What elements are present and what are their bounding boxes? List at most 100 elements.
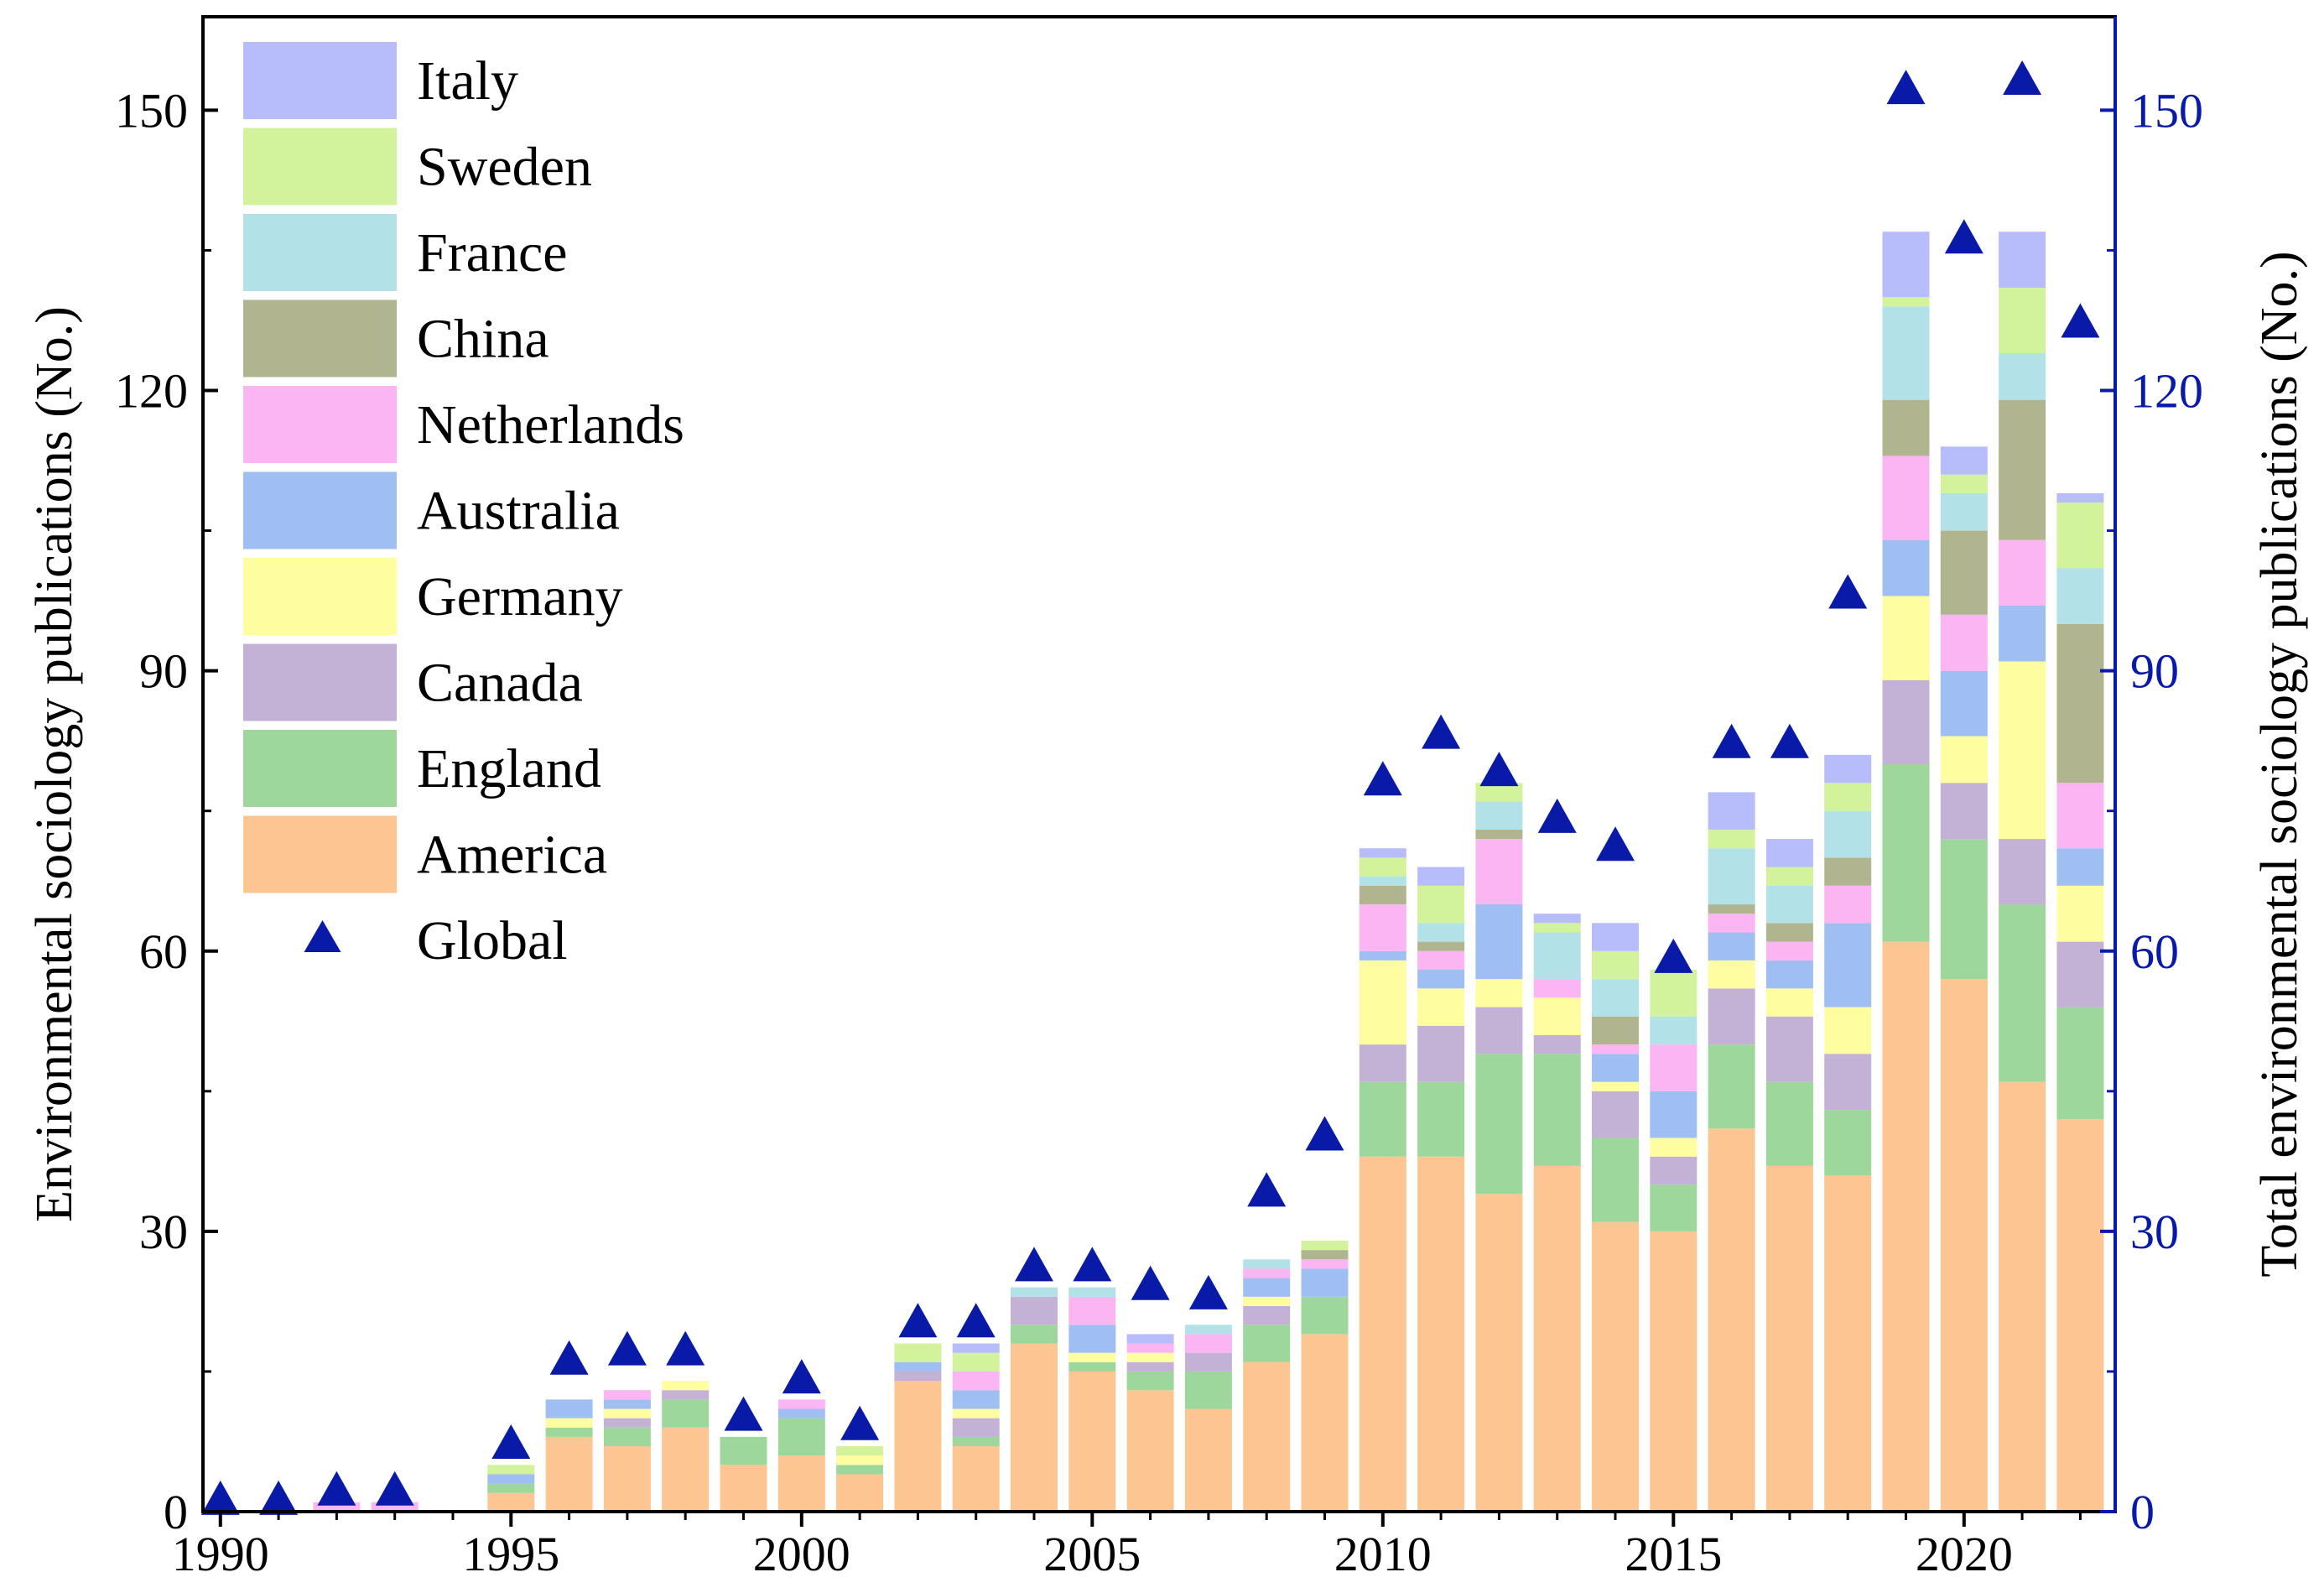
bar-italy-2021 <box>1999 232 2046 288</box>
global-marker-2008 <box>1247 1172 1287 1207</box>
bar-sweden-2011 <box>1417 885 1465 924</box>
global-marker-2021 <box>2003 60 2042 95</box>
bar-netherlands-2007 <box>1184 1334 1232 1353</box>
bar-england-2009 <box>1301 1296 1349 1335</box>
legend-swatch-netherlands <box>243 386 397 463</box>
bar-england-2004 <box>1011 1325 1058 1344</box>
global-marker-2000 <box>782 1359 821 1394</box>
bar-sweden-1995 <box>487 1465 535 1475</box>
bar-italy-2020 <box>1940 446 1988 475</box>
bar-italy-2006 <box>1126 1334 1174 1344</box>
bar-netherlands-2010 <box>1359 904 1406 951</box>
bar-america-2019 <box>1882 941 1930 1512</box>
bar-australia-1995 <box>487 1474 535 1484</box>
bar-england-2008 <box>1243 1325 1291 1362</box>
legend-label-china: China <box>417 309 549 370</box>
bar-canada-2008 <box>1243 1305 1291 1325</box>
bar-netherlands-1997 <box>603 1390 651 1400</box>
legend-label-america: America <box>417 825 607 886</box>
bar-netherlands-2015 <box>1650 1044 1698 1091</box>
bar-france-2013 <box>1533 932 1581 980</box>
bar-italy-2022 <box>2056 493 2104 503</box>
legend-swatch-global <box>304 920 341 952</box>
bar-germany-2011 <box>1417 988 1465 1026</box>
bar-italy-2014 <box>1592 923 1640 951</box>
bar-france-2012 <box>1475 801 1523 830</box>
bar-germany-2021 <box>1999 661 2046 840</box>
bar-italy-2016 <box>1708 792 1755 830</box>
legend-swatch-canada <box>243 643 397 721</box>
bar-america-2015 <box>1650 1231 1698 1512</box>
bar-china-2011 <box>1417 941 1465 951</box>
bar-germany-1998 <box>662 1381 710 1391</box>
bar-australia-2011 <box>1417 970 1465 989</box>
global-marker-2015 <box>1654 938 1693 973</box>
bar-america-1996 <box>545 1436 593 1512</box>
bar-america-2013 <box>1533 1165 1581 1512</box>
bar-america-2018 <box>1824 1175 1872 1512</box>
bar-australia-2010 <box>1359 950 1406 960</box>
bar-netherlands-1993 <box>371 1502 419 1512</box>
bar-canada-2021 <box>1999 839 2046 905</box>
bar-netherlands-2006 <box>1126 1343 1174 1353</box>
bar-italy-2013 <box>1533 914 1581 924</box>
bar-australia-2018 <box>1824 923 1872 1007</box>
bar-canada-1997 <box>603 1418 651 1428</box>
bar-canada-2017 <box>1765 1016 1813 1082</box>
bar-sweden-2009 <box>1301 1241 1349 1251</box>
bar-italy-2018 <box>1824 754 1872 783</box>
bar-canada-2015 <box>1650 1156 1698 1185</box>
bar-sweden-2003 <box>952 1352 1000 1372</box>
x-tick-label-2005: 2005 <box>1043 1527 1141 1581</box>
bar-america-1998 <box>662 1427 710 1512</box>
bar-germany-2006 <box>1126 1352 1174 1362</box>
global-marker-1997 <box>607 1330 647 1366</box>
global-marker-2007 <box>1188 1274 1228 1309</box>
bar-germany-2020 <box>1940 736 1988 783</box>
bar-france-2014 <box>1592 979 1640 1017</box>
bar-china-2020 <box>1940 530 1988 615</box>
bar-france-2007 <box>1184 1325 1232 1335</box>
bar-netherlands-2003 <box>952 1371 1000 1391</box>
bar-england-2001 <box>836 1465 884 1475</box>
bar-england-2022 <box>2056 1007 2104 1120</box>
bar-sweden-2001 <box>836 1446 884 1456</box>
bar-netherlands-2019 <box>1882 456 1930 540</box>
left-tick-label-120: 120 <box>115 364 188 419</box>
bar-netherlands-2016 <box>1708 914 1755 933</box>
bar-germany-2008 <box>1243 1296 1291 1306</box>
legend-swatch-england <box>243 730 397 807</box>
bars-layer <box>313 232 2104 1512</box>
bar-sweden-2017 <box>1765 867 1813 886</box>
bar-sweden-2020 <box>1940 474 1988 494</box>
x-tick-label-2015: 2015 <box>1625 1527 1722 1581</box>
bar-england-2011 <box>1417 1081 1465 1157</box>
bar-england-2016 <box>1708 1044 1755 1129</box>
bar-china-2009 <box>1301 1250 1349 1260</box>
bar-australia-2008 <box>1243 1278 1291 1297</box>
bar-england-2015 <box>1650 1184 1698 1231</box>
bar-netherlands-2000 <box>777 1399 825 1409</box>
bar-england-2005 <box>1068 1361 1116 1372</box>
bar-america-2009 <box>1301 1334 1349 1512</box>
right-tick-label-90: 90 <box>2130 644 2179 699</box>
bar-netherlands-2013 <box>1533 979 1581 998</box>
bar-australia-2005 <box>1068 1325 1116 1353</box>
bar-america-2010 <box>1359 1156 1406 1512</box>
bar-america-2022 <box>2056 1119 2104 1512</box>
bar-canada-2016 <box>1708 988 1755 1045</box>
bar-america-2002 <box>894 1381 942 1512</box>
bar-america-2000 <box>777 1455 825 1512</box>
bar-germany-1996 <box>545 1418 593 1428</box>
bar-canada-2010 <box>1359 1044 1406 1082</box>
bar-england-2014 <box>1592 1137 1640 1222</box>
bar-netherlands-2022 <box>2056 783 2104 849</box>
bar-america-2021 <box>1999 1081 2046 1512</box>
legend-label-italy: Italy <box>417 50 518 112</box>
bar-france-2020 <box>1940 493 1988 531</box>
bar-sweden-2016 <box>1708 829 1755 849</box>
bar-canada-2002 <box>894 1371 942 1382</box>
global-marker-2003 <box>956 1303 996 1338</box>
global-marker-2006 <box>1131 1265 1170 1300</box>
bar-netherlands-2014 <box>1592 1044 1640 1054</box>
